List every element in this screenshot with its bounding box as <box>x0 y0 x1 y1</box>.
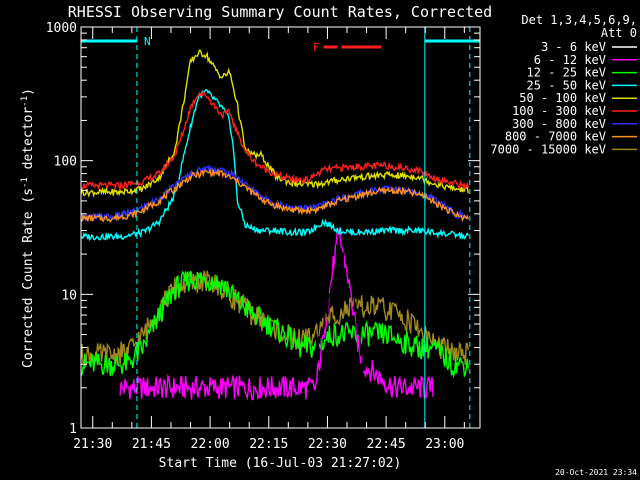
x-axis: 21:30 21:45 22:00 22:15 22:30 22:45 23:00 <box>73 27 465 452</box>
y-tick-label-0: 1 <box>69 422 77 437</box>
flare-label: F <box>313 41 320 54</box>
series-line-0 <box>315 242 368 392</box>
series-line-5 <box>80 90 469 192</box>
y-tick-label-1: 10 <box>61 288 77 303</box>
footer-timestamp: 20-Oct-2021 23:34 <box>555 468 637 477</box>
legend-label-5: 100 - 300 keV <box>512 104 606 118</box>
y-axis-label-sup2: -1 <box>20 96 30 107</box>
legend-label-8: 7000 - 15000 keV <box>490 142 606 156</box>
x-tick-label-2: 22:00 <box>191 437 230 452</box>
legend-label-4: 50 - 100 keV <box>519 91 606 105</box>
y-axis-label-main: Corrected Count Rate (s <box>21 188 36 368</box>
series-line-4 <box>80 49 469 198</box>
legend-label-7: 800 - 7000 keV <box>505 130 606 144</box>
legend-label-2: 12 - 25 keV <box>527 66 606 80</box>
legend-label-6: 300 - 800 keV <box>512 117 606 131</box>
series-line-1 <box>119 228 434 401</box>
series-line-2 <box>80 270 469 379</box>
y-axis: 1 10 100 1000 <box>46 21 480 437</box>
legend-label-1: 6 - 12 keV <box>534 53 606 67</box>
y-axis-label: Corrected Count Rate (s-1 detector-1) <box>20 88 36 368</box>
plot-frame <box>80 26 481 429</box>
y-axis-label-sup1: -1 <box>20 177 30 188</box>
series-line-7 <box>80 168 469 223</box>
chart-title: RHESSI Observing Summary Count Rates, Co… <box>68 3 492 21</box>
y-tick-label-2: 100 <box>54 155 77 170</box>
x-tick-label-3: 22:15 <box>249 437 288 452</box>
y-tick-label-3: 1000 <box>46 21 77 36</box>
x-tick-label-6: 23:00 <box>425 437 464 452</box>
x-tick-label-4: 22:30 <box>308 437 347 452</box>
legend-label-3: 25 - 50 keV <box>527 78 606 92</box>
legend-label-0: 3 - 6 keV <box>541 40 606 54</box>
legend-header-attenuator: Att 0 <box>601 26 637 40</box>
y-axis-label-mid: detector <box>21 107 36 178</box>
x-tick-label-0: 21:30 <box>73 437 112 452</box>
y-axis-label-end: ) <box>21 88 36 96</box>
x-axis-label: Start Time (16-Jul-03 21:27:02) <box>159 456 402 471</box>
series-line-3 <box>80 88 469 242</box>
night-label: N <box>144 35 151 48</box>
x-tick-label-5: 22:45 <box>367 437 406 452</box>
legend-header-detectors: Det 1,3,4,5,6,9, <box>521 13 637 27</box>
x-tick-label-1: 21:45 <box>132 437 171 452</box>
series-line-8 <box>80 270 469 369</box>
